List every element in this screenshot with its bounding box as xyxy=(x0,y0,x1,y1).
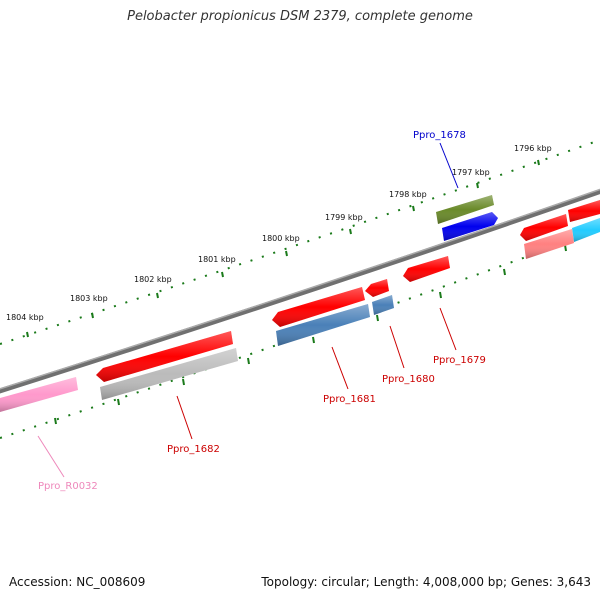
accession-text: Accession: NC_008609 xyxy=(9,575,146,589)
gene-label-ppro-1682[interactable]: Ppro_1682 xyxy=(167,444,220,455)
major-tick xyxy=(247,357,250,365)
ruler-labels: 1796 kbp 1797 kbp 1798 kbp 1799 kbp 1800… xyxy=(6,144,552,322)
gene-labels: Ppro_1678 Ppro_1679 Ppro_1680 Ppro_1681 … xyxy=(38,130,486,492)
outer-ruler-major-ticks xyxy=(26,159,540,338)
label-leaders xyxy=(37,142,459,478)
leader-ppro-1680 xyxy=(389,325,405,369)
leader-ppro-r0032 xyxy=(37,435,65,478)
major-tick xyxy=(285,250,288,257)
leader-ppro-1679 xyxy=(439,307,457,351)
major-tick xyxy=(312,336,315,344)
genome-stats-text: Topology: circular; Length: 4,008,000 bp… xyxy=(261,575,591,589)
major-tick xyxy=(182,378,185,386)
leader-ppro-1678 xyxy=(439,142,459,189)
major-tick xyxy=(91,312,94,319)
major-tick xyxy=(439,291,442,299)
ruler-label: 1797 kbp xyxy=(452,168,490,177)
inner-ruler-major-ticks xyxy=(54,244,567,425)
major-tick xyxy=(476,182,479,189)
major-tick xyxy=(412,205,415,212)
genome-backbone-highlight xyxy=(0,188,600,390)
leader-ppro-1682 xyxy=(176,395,193,440)
gene-label-ppro-1681[interactable]: Ppro_1681 xyxy=(323,394,376,405)
outer-strand-features xyxy=(96,195,600,382)
major-tick xyxy=(26,331,29,338)
ruler-label: 1796 kbp xyxy=(514,144,552,153)
ruler-label: 1800 kbp xyxy=(262,234,300,243)
major-tick xyxy=(117,398,120,406)
ruler-label: 1801 kbp xyxy=(198,255,236,264)
major-tick xyxy=(537,159,540,166)
ruler-label: 1803 kbp xyxy=(70,294,108,303)
inner-strand-features xyxy=(0,218,600,412)
ruler-label: 1799 kbp xyxy=(325,213,363,222)
major-tick xyxy=(349,228,352,235)
gene-label-ppro-r0032[interactable]: Ppro_R0032 xyxy=(38,481,98,492)
major-tick xyxy=(156,292,159,299)
leader-ppro-1681 xyxy=(331,346,349,390)
gene-label-ppro-1680[interactable]: Ppro_1680 xyxy=(382,374,435,385)
major-tick xyxy=(503,268,506,276)
genome-backbone xyxy=(0,188,600,394)
ruler-label: 1798 kbp xyxy=(389,190,427,199)
major-tick xyxy=(221,271,224,278)
major-tick xyxy=(564,244,567,252)
major-tick xyxy=(54,417,57,425)
major-tick xyxy=(376,314,379,322)
ruler-label: 1804 kbp xyxy=(6,313,44,322)
ruler-label: 1802 kbp xyxy=(134,275,172,284)
gene-label-ppro-1678[interactable]: Ppro_1678 xyxy=(413,130,466,141)
gene-label-ppro-1679[interactable]: Ppro_1679 xyxy=(433,355,486,366)
genome-title: Pelobacter propionicus DSM 2379, complet… xyxy=(127,9,473,24)
